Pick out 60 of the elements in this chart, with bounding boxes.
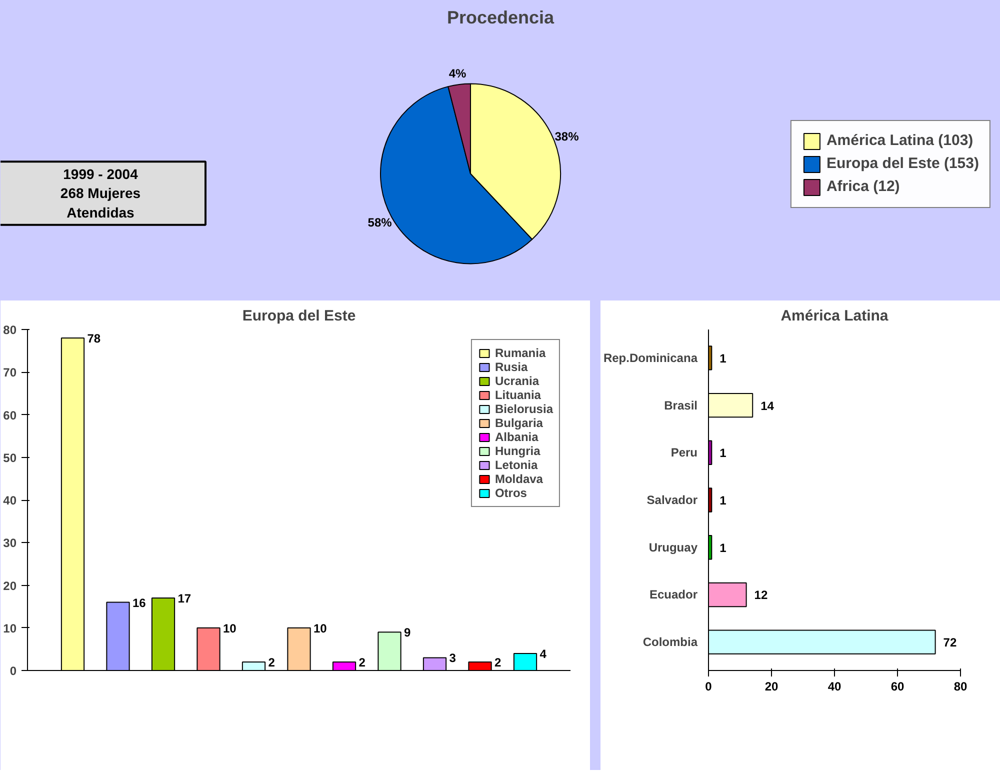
x-tick-label: 60 [890,680,904,694]
text: 1999 - 2004 268 Mujeres Atendidas [60,166,141,220]
data-label: 2 [494,655,502,670]
x-tick-label: 0 [705,680,712,694]
data-label: 1 [720,540,727,555]
y-tick-label: Uruguay [648,540,698,554]
legend-label: Bulgaria [494,416,543,430]
data-label: 2 [358,655,366,670]
legend-label: Moldava [494,472,543,486]
x-tick-label: 80 [954,680,968,694]
data-label: 4 [540,646,547,661]
y-tick-label: Salvador [646,493,698,507]
x-tick-label: 40 [828,680,842,694]
data-label: 16 [132,596,146,610]
data-label: 14 [760,398,774,413]
data-label: 10 [313,621,328,636]
data-label: 2 [268,655,276,670]
chart-title: Europa del Este [242,308,356,324]
legend-label: Otros [494,486,527,500]
legend-label: Albania [494,430,538,444]
data-label: 12 [754,588,768,602]
y-tick-label: Brasil [664,398,698,412]
data-label: 17 [178,592,192,606]
data-label: 78 [87,332,101,346]
y-tick-label: 80 [3,323,17,337]
x-tick-label: 20 [764,680,778,694]
y-tick-label: Rep.Dominicana [603,350,698,365]
legend-label: Rumania [494,346,546,360]
y-tick-label: 70 [3,366,17,380]
y-tick-label: 40 [3,494,17,508]
legend-label: Hungria [494,444,540,458]
data-label: 9 [404,626,411,640]
y-tick-label: 20 [3,578,17,593]
data-label: 10 [222,621,237,636]
y-tick-label: 50 [3,450,17,465]
legend-label: América Latina (103) [826,132,974,149]
data-label: 1 [720,446,727,460]
data-label: 38% [554,130,580,144]
y-tick-label: Colombia [642,635,698,650]
data-label: 1 [720,494,727,508]
y-tick-label: 0 [10,664,17,678]
legend-label: Rusia [494,360,528,374]
legend-label: Europa del Este (153) [826,155,979,172]
data-label: 4% [448,66,467,81]
data-label: 1 [720,351,727,366]
legend-label: Bielorusia [494,402,553,416]
legend-label: Africa (12) [826,178,900,195]
y-tick-label: 60 [3,408,17,422]
y-tick-label: Ecuador [649,588,698,602]
y-tick-label: 30 [3,536,17,550]
chart-title: Procedencia [446,8,556,28]
data-label: 58% [368,215,392,230]
y-tick-label: Peru [670,446,698,460]
data-label: 3 [449,651,456,666]
chart-title: América Latina [780,308,889,324]
data-label: 72 [943,636,957,650]
legend-label: Lituania [494,388,541,402]
legend-label: Letonia [494,458,538,472]
y-tick-label: 10 [3,621,17,636]
legend-label: Ucrania [494,374,539,388]
